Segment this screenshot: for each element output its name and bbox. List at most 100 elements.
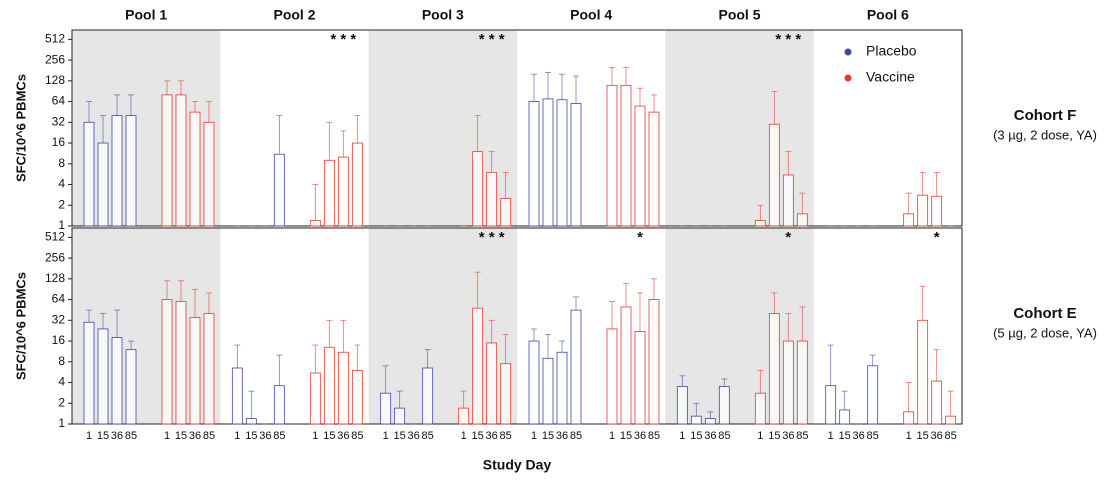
bar xyxy=(309,372,321,425)
x-tick-label: 1 xyxy=(461,430,467,442)
bar xyxy=(718,386,730,425)
bar xyxy=(556,99,568,227)
bar xyxy=(796,340,808,425)
x-tick-label: 85 xyxy=(867,430,879,442)
significance-marker: * * * xyxy=(775,31,801,48)
group-label: Pool 4 xyxy=(570,7,612,23)
bar xyxy=(528,101,540,227)
bar xyxy=(570,103,582,227)
y-tick-label: 16 xyxy=(52,333,66,347)
bar xyxy=(903,213,915,227)
x-tick-label: 1 xyxy=(234,430,240,442)
bar xyxy=(931,195,943,227)
x-tick-label: 36 xyxy=(931,430,943,442)
x-tick-label: 85 xyxy=(648,430,660,442)
x-tick-label: 36 xyxy=(853,430,865,442)
cohort-subtitle: (5 µg, 2 dose, YA) xyxy=(993,325,1097,340)
bar xyxy=(97,328,109,425)
x-tick-label: 36 xyxy=(704,430,716,442)
bar xyxy=(528,340,540,425)
x-axis-label: Study Day xyxy=(483,457,552,473)
y-tick-label: 32 xyxy=(52,312,66,326)
bar xyxy=(768,313,780,425)
bar xyxy=(754,220,766,227)
x-tick-label: 85 xyxy=(570,430,582,442)
bar xyxy=(945,415,957,425)
significance-marker: * * * xyxy=(479,31,505,48)
x-tick-label: 15 xyxy=(472,430,484,442)
bar xyxy=(472,151,484,227)
x-tick-label: 15 xyxy=(394,430,406,442)
x-tick-label: 1 xyxy=(679,430,685,442)
bar xyxy=(648,299,660,425)
x-tick-label: 36 xyxy=(782,430,794,442)
bar xyxy=(634,331,646,425)
bar xyxy=(917,319,929,425)
x-tick-label: 36 xyxy=(259,430,271,442)
bar xyxy=(690,415,702,425)
x-tick-label: 15 xyxy=(768,430,780,442)
bar xyxy=(931,380,943,425)
group-label: Pool 1 xyxy=(125,7,167,23)
plot-frame xyxy=(71,227,963,425)
bar xyxy=(273,385,285,425)
bar xyxy=(175,301,187,425)
bar xyxy=(337,156,349,227)
bar xyxy=(606,84,618,227)
x-tick-label: 85 xyxy=(796,430,808,442)
x-tick-label: 1 xyxy=(531,430,537,442)
x-tick-label: 1 xyxy=(828,430,834,442)
x-tick-label: 15 xyxy=(323,430,335,442)
bar xyxy=(620,306,632,425)
x-tick-label: 1 xyxy=(757,430,763,442)
x-tick-label: 1 xyxy=(164,430,170,442)
y-tick-label: 128 xyxy=(45,271,65,285)
bar xyxy=(351,369,363,425)
x-tick-label: 1 xyxy=(609,430,615,442)
bar xyxy=(245,418,257,425)
bar xyxy=(83,121,95,227)
y-tick-label: 512 xyxy=(45,32,65,46)
significance-marker: * xyxy=(637,229,643,246)
bar xyxy=(634,105,646,227)
bar xyxy=(175,94,187,227)
significance-marker: * * * xyxy=(479,229,505,246)
x-tick-label: 36 xyxy=(189,430,201,442)
bar xyxy=(394,407,406,425)
x-tick-label: 85 xyxy=(718,430,730,442)
x-tick-label: 15 xyxy=(620,430,632,442)
significance-marker: * xyxy=(934,229,940,246)
bar xyxy=(648,111,660,227)
significance-marker: * xyxy=(785,229,791,246)
y-tick-label: 1 xyxy=(58,218,65,232)
bar xyxy=(486,342,498,425)
y-tick-label: 8 xyxy=(58,354,65,368)
y-tick-label: 8 xyxy=(58,156,65,170)
bar xyxy=(917,194,929,227)
bar xyxy=(867,365,879,425)
x-tick-label: 85 xyxy=(945,430,957,442)
x-tick-label: 36 xyxy=(556,430,568,442)
bar xyxy=(486,171,498,227)
bar xyxy=(768,123,780,227)
y-tick-label: 512 xyxy=(45,230,65,244)
x-tick-label: 1 xyxy=(86,430,92,442)
bar xyxy=(754,392,766,425)
bar xyxy=(111,337,123,425)
bar xyxy=(125,115,137,227)
x-tick-label: 85 xyxy=(500,430,512,442)
x-tick-label: 85 xyxy=(203,430,215,442)
x-tick-label: 85 xyxy=(351,430,363,442)
legend-label: Vaccine xyxy=(866,69,915,85)
y-axis-label: SFC/10^6 PBMCs xyxy=(13,272,28,380)
bar xyxy=(83,321,95,425)
cohort-title: Cohort E xyxy=(1013,305,1076,322)
bar xyxy=(782,340,794,425)
legend-marker xyxy=(844,74,852,82)
bar xyxy=(606,328,618,425)
bar xyxy=(231,367,243,425)
bar xyxy=(422,367,434,425)
bar xyxy=(323,159,335,227)
y-axis-label: SFC/10^6 PBMCs xyxy=(13,74,28,182)
